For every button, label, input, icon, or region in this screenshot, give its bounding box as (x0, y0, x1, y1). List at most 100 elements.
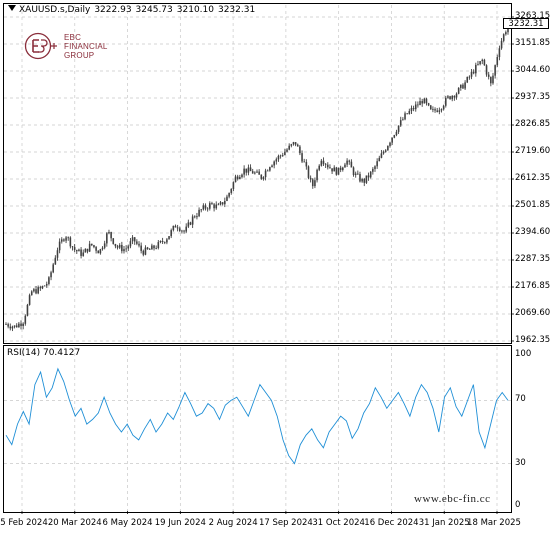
candle-body (402, 119, 404, 121)
time-tick-label: 31 Oct 2024 (312, 518, 365, 528)
chart-window[interactable] (3, 3, 512, 513)
candle-body (131, 237, 134, 242)
candle-body (367, 175, 370, 178)
candle-body (369, 171, 372, 178)
candle-body (487, 74, 490, 77)
candle-body (24, 315, 27, 324)
candle-body (275, 159, 278, 162)
candle-body (331, 168, 333, 172)
candle-body (475, 64, 477, 74)
candle-body (39, 287, 42, 289)
candle-body (457, 87, 460, 94)
candle-body (294, 142, 297, 145)
candle-body (28, 295, 31, 305)
candle-body (176, 227, 179, 229)
panel-separator[interactable] (3, 343, 512, 346)
rsi-value: 70.4127 (42, 348, 81, 358)
time-tick-label: 31 Jan 2025 (418, 518, 470, 528)
time-tick-label: 5 Feb 2024 (0, 518, 48, 528)
candle-body (309, 177, 312, 180)
candle-body (490, 76, 492, 84)
high-value: 3245.73 (135, 5, 173, 15)
candle-body (174, 225, 177, 228)
candle-body (292, 142, 295, 145)
candle-body (498, 48, 501, 58)
candle-body (172, 225, 175, 231)
candle-body (494, 65, 496, 76)
logo-line-2: FINANCIAL (64, 42, 108, 51)
candle-body (127, 246, 130, 249)
candle-body (146, 247, 149, 250)
candle-body (492, 75, 494, 84)
candle-body (256, 171, 258, 173)
candle-body (41, 286, 44, 289)
candle-body (60, 239, 63, 242)
candle-body (50, 272, 52, 278)
candle-body (496, 57, 499, 66)
candle-body (262, 177, 265, 179)
candle-body (372, 169, 374, 172)
candle-body (78, 249, 80, 252)
candle-body (144, 247, 147, 255)
price-tick-label: 3044.60 (515, 65, 551, 75)
candle-body (299, 146, 301, 154)
price-tick-label: 2501.85 (515, 200, 551, 210)
candle-body (73, 247, 76, 251)
symbol-label: XAUUSD.s,Daily (19, 5, 91, 15)
candle-body (273, 161, 275, 166)
rsi-tick-label: 30 (515, 457, 526, 468)
candle-body (234, 176, 237, 183)
candle-body (395, 131, 398, 136)
logo-line-3: GROUP (64, 51, 95, 60)
rsi-header: RSI(14) 70.4127 (7, 348, 80, 358)
candle-body (427, 103, 430, 106)
candle-body (432, 109, 434, 110)
candle-body (221, 202, 224, 205)
candle-body (239, 177, 241, 179)
candle-body (247, 167, 250, 173)
time-tick-label: 6 May 2024 (102, 518, 153, 528)
candle-body (438, 110, 441, 112)
candle-body (129, 241, 132, 247)
rsi-tick-label: 100 (515, 349, 532, 359)
candle-body (260, 174, 263, 179)
candle-body (198, 209, 200, 217)
candle-body (326, 164, 329, 168)
candle-body (365, 175, 368, 183)
collapse-triangle-icon[interactable] (8, 5, 16, 11)
candle-body (106, 233, 108, 244)
candle-body (181, 230, 183, 232)
candle-body (279, 155, 282, 157)
candle-body (419, 101, 421, 106)
candle-body (468, 76, 471, 78)
watermark-text: www.ebc-fin.cc (414, 493, 491, 505)
candle-body (376, 161, 378, 167)
candle-body (322, 160, 325, 164)
candle-body (204, 205, 207, 209)
candle-body (97, 250, 100, 254)
candle-body (217, 204, 220, 206)
candle-body (211, 203, 213, 205)
candle-body (56, 250, 59, 258)
candle-body (200, 209, 203, 211)
candle-body (18, 323, 20, 328)
rsi-label: RSI(14) (7, 348, 41, 358)
candle-body (249, 167, 252, 172)
rsi-tick-label: 70 (515, 394, 526, 405)
candle-body (479, 61, 481, 65)
candle-body (15, 325, 18, 328)
close-value: 3232.31 (217, 5, 256, 15)
candle-body (75, 250, 78, 252)
candle-body (333, 167, 336, 172)
candle-body (58, 241, 61, 251)
candle-body (82, 252, 85, 256)
candle-body (414, 104, 417, 110)
candle-body (462, 84, 464, 89)
candle-body (65, 237, 67, 241)
open-value: 3222.93 (94, 5, 132, 15)
candle-body (183, 230, 185, 232)
candle-body (26, 304, 29, 316)
candle-body (228, 192, 230, 197)
candle-body (243, 168, 245, 175)
